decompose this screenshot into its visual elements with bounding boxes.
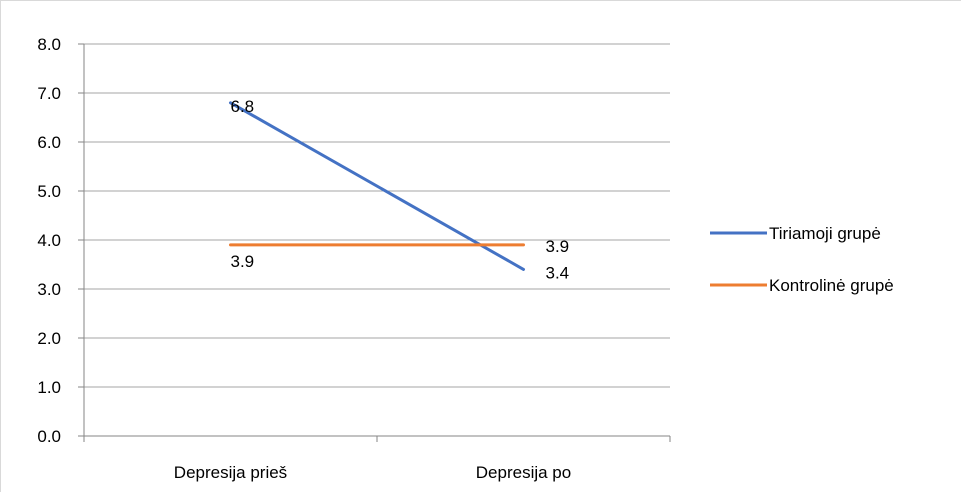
x-tick-label: Depresija prieš bbox=[174, 463, 287, 482]
series-line-tiriamoji bbox=[229, 101, 525, 271]
y-tick-label: 2.0 bbox=[37, 329, 61, 348]
y-tick-label: 0.0 bbox=[37, 427, 61, 446]
y-tick-label: 8.0 bbox=[37, 35, 61, 54]
x-tick-label: Depresija po bbox=[476, 463, 571, 482]
y-tick-label: 5.0 bbox=[37, 182, 61, 201]
legend-label: Kontrolinė grupė bbox=[769, 276, 894, 295]
legend-label: Tiriamoji grupė bbox=[769, 224, 881, 243]
y-tick-label: 3.0 bbox=[37, 280, 61, 299]
data-label: 3.9 bbox=[231, 252, 255, 271]
y-tick-label: 1.0 bbox=[37, 378, 61, 397]
y-tick-label: 7.0 bbox=[37, 84, 61, 103]
data-label: 3.9 bbox=[546, 237, 570, 256]
data-label: 3.4 bbox=[546, 263, 570, 282]
y-tick-label: 6.0 bbox=[37, 133, 61, 152]
data-label: 6.8 bbox=[231, 97, 255, 116]
y-tick-label: 4.0 bbox=[37, 231, 61, 250]
